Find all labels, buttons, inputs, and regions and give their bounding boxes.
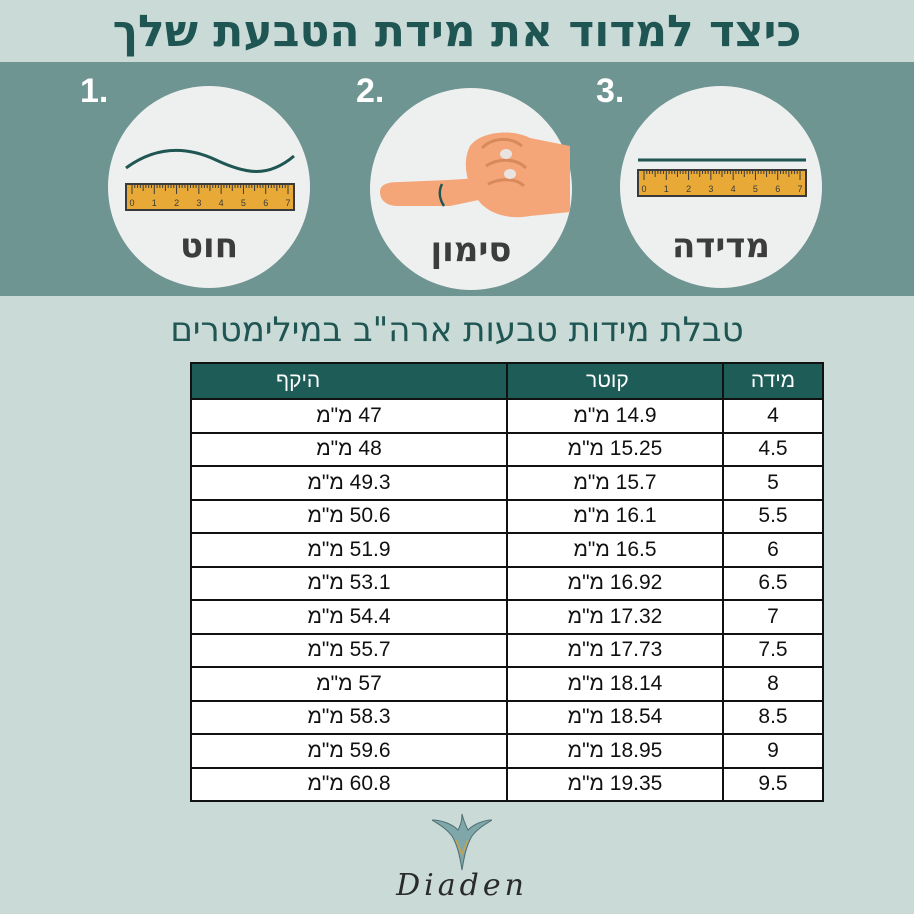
step-3-label: מדידה: [672, 226, 770, 266]
ruler-tick-label: 3: [708, 184, 713, 194]
ruler-tick-label: 7: [285, 198, 290, 208]
header-diameter: קוטר: [506, 362, 724, 400]
ruler-tick-label: 4: [219, 198, 224, 208]
step-3-circle: 0 1 2 3 4 5 6 7 מדידה: [620, 86, 822, 288]
cell-diameter: 19.35 מ"מ: [506, 766, 724, 802]
ruler-tick-label: 3: [196, 198, 201, 208]
cell-circumference: 59.6 מ"מ: [190, 733, 508, 769]
cell-circumference: 53.1 מ"מ: [190, 565, 508, 601]
cell-diameter: 15.25 מ"מ: [506, 431, 724, 467]
cell-size: 6.5: [722, 565, 824, 601]
page-title: כיצד למדוד את מידת הטבעת שלך: [112, 6, 802, 57]
cell-circumference: 60.8 מ"מ: [190, 766, 508, 802]
cell-size: 8: [722, 666, 824, 702]
ruler-tick-label: 7: [797, 184, 802, 194]
table-subtitle: טבלת מידות טבעות ארה"ב במילימטרים: [170, 310, 744, 350]
cell-diameter: 17.73 מ"מ: [506, 632, 724, 668]
measuring-ruler-icon: 0 1 2 3 4 5 6 7: [637, 158, 807, 197]
ruler-tick-label: 6: [263, 198, 268, 208]
cell-circumference: 50.6 מ"מ: [190, 498, 508, 534]
table-row: 55.7 מ"מ 17.73 מ"מ 7.5: [190, 632, 824, 668]
ruler-tick-label: 5: [753, 184, 758, 194]
step-1-circle: 0 1 2 3 4 5 6 7 חוט: [108, 86, 310, 288]
ruler-tick-label: 5: [241, 198, 246, 208]
table-row: 54.4 מ"מ 17.32 מ"מ 7: [190, 599, 824, 635]
ring-size-table: היקף קוטר מידה 47 מ"מ 14.9 מ"מ 4 48 מ"מ 15.2…: [190, 362, 824, 802]
cell-size: 7.5: [722, 632, 824, 668]
cell-size: 8.5: [722, 699, 824, 735]
cell-diameter: 18.54 מ"מ: [506, 699, 724, 735]
step-2-circle: סימון: [370, 88, 572, 290]
step-3-number: 3.: [596, 72, 625, 110]
table-row: 58.3 מ"מ 18.54 מ"מ 8.5: [190, 699, 824, 735]
cell-diameter: 17.32 מ"מ: [506, 599, 724, 635]
table-row: 50.6 מ"מ 16.1 מ"מ 5.5: [190, 498, 824, 534]
cell-size: 9.5: [722, 766, 824, 802]
table-row: 48 מ"מ 15.25 מ"מ 4.5: [190, 431, 824, 467]
cell-size: 4.5: [722, 431, 824, 467]
table-row: 47 מ"מ 14.9 מ"מ 4: [190, 398, 824, 434]
cell-diameter: 14.9 מ"מ: [506, 398, 724, 434]
cell-circumference: 51.9 מ"מ: [190, 532, 508, 568]
cell-diameter: 18.14 מ"מ: [506, 666, 724, 702]
table-row: 51.9 מ"מ 16.5 מ"מ 6: [190, 532, 824, 568]
step-1-label: חוט: [179, 226, 239, 266]
cell-diameter: 15.7 מ"מ: [506, 465, 724, 501]
cell-diameter: 18.95 מ"מ: [506, 733, 724, 769]
table-row: 49.3 מ"מ 15.7 מ"מ 5: [190, 465, 824, 501]
cell-circumference: 47 מ"מ: [190, 398, 508, 434]
table-row: 57 מ"מ 18.14 מ"מ 8: [190, 666, 824, 702]
cell-size: 5.5: [722, 498, 824, 534]
header-size: מידה: [722, 362, 824, 400]
step-1-number: 1.: [80, 72, 109, 110]
cell-size: 5: [722, 465, 824, 501]
cell-circumference: 54.4 מ"מ: [190, 599, 508, 635]
ruler-tick-label: 0: [129, 198, 134, 208]
table-header-row: היקף קוטר מידה: [190, 362, 824, 400]
cell-circumference: 58.3 מ"מ: [190, 699, 508, 735]
ruler-tick-label: 4: [731, 184, 736, 194]
cell-size: 4: [722, 398, 824, 434]
finger-marking-icon: [380, 132, 570, 218]
ruler-tick-label: 0: [641, 184, 646, 194]
cell-size: 9: [722, 733, 824, 769]
ruler-tick-label: 1: [664, 184, 669, 194]
cell-circumference: 55.7 מ"מ: [190, 632, 508, 668]
cell-diameter: 16.1 מ"מ: [506, 498, 724, 534]
ruler-tick-label: 2: [174, 198, 179, 208]
step-2-label: סימון: [430, 230, 512, 270]
brand-name: Diaden: [396, 868, 528, 903]
step-2-number: 2.: [356, 72, 385, 110]
cell-size: 7: [722, 599, 824, 635]
whale-tail-icon: [432, 813, 492, 871]
ruler-tick-label: 1: [152, 198, 157, 208]
table-row: 60.8 מ"מ 19.35 מ"מ 9.5: [190, 766, 824, 802]
thread-ruler-icon: 0 1 2 3 4 5 6 7: [125, 148, 295, 211]
cell-circumference: 49.3 מ"מ: [190, 465, 508, 501]
ruler-tick-label: 6: [775, 184, 780, 194]
ruler-tick-label: 2: [686, 184, 691, 194]
cell-diameter: 16.92 מ"מ: [506, 565, 724, 601]
cell-size: 6: [722, 532, 824, 568]
cell-circumference: 48 מ"מ: [190, 431, 508, 467]
header-circumference: היקף: [190, 362, 508, 400]
brand-logo: Diaden: [372, 810, 552, 910]
cell-circumference: 57 מ"מ: [190, 666, 508, 702]
cell-diameter: 16.5 מ"מ: [506, 532, 724, 568]
table-row: 53.1 מ"מ 16.92 מ"מ 6.5: [190, 565, 824, 601]
table-row: 59.6 מ"מ 18.95 מ"מ 9: [190, 733, 824, 769]
